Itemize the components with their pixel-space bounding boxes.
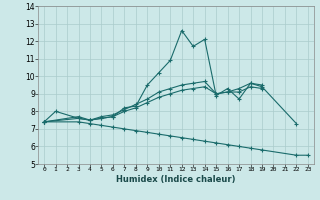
X-axis label: Humidex (Indice chaleur): Humidex (Indice chaleur)	[116, 175, 236, 184]
